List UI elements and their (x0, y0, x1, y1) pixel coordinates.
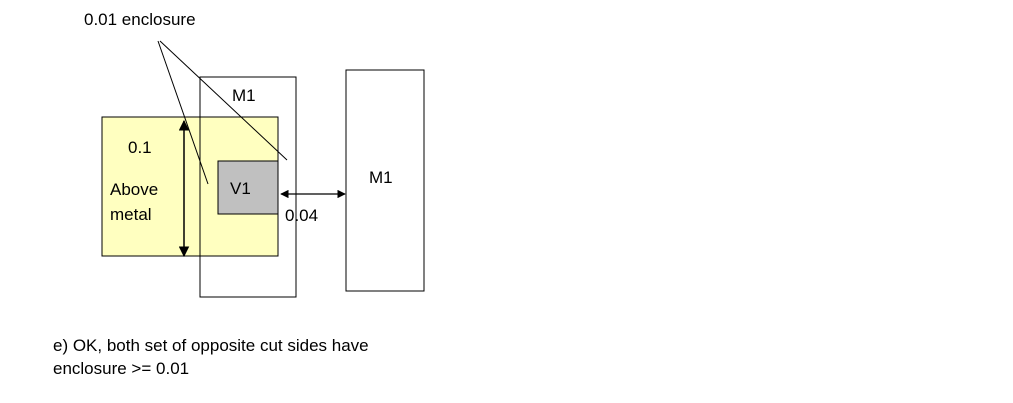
metal-left-rect (199, 76, 297, 298)
metal-right-rect (345, 69, 425, 292)
enclosure-callout-label: 0.01 enclosure (84, 10, 196, 29)
spacing-label: 0.04 (285, 206, 318, 225)
caption-line-2: enclosure >= 0.01 (53, 359, 190, 378)
caption-line-1: e) OK, both set of opposite cut sides ha… (53, 336, 369, 355)
above-metal-name-line2: metal (110, 205, 152, 224)
above-metal-name-line1: Above (110, 180, 158, 199)
metal-left-label: M1 (232, 86, 256, 105)
diagram-caption: e) OK, both set of opposite cut sides ha… (53, 334, 369, 380)
via-rect (217, 160, 279, 215)
metal-right-label: M1 (369, 168, 393, 187)
callout-leader-line-right (159, 40, 288, 161)
callout-leader-line-left (157, 40, 209, 185)
above-metal-value-label: 0.1 (128, 138, 152, 157)
via-label: V1 (230, 179, 251, 198)
